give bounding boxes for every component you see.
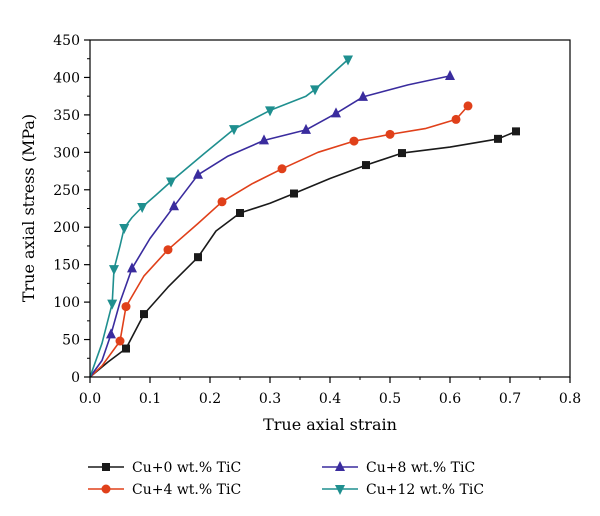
series-2-point: [163, 245, 173, 255]
legend-item: Cu+0 wt.% TiC: [88, 460, 241, 476]
legend-item: Cu+12 wt.% TiC: [322, 482, 484, 498]
plot-frame: [89, 39, 571, 378]
series-1-point: [494, 134, 502, 143]
series-4-point: [109, 265, 119, 276]
x-tick-label: 0.2: [199, 391, 221, 407]
series-2-point: [115, 336, 125, 346]
series-3-point: [331, 107, 341, 118]
series-3: [89, 69, 455, 378]
series-3-point: [106, 328, 116, 339]
axes-layer: 0.0 0.1 0.2 0.3 0.4 0.5 0.6 0.7 0.8 0 50 100 150 200 2…: [53, 33, 581, 407]
series-3-point: [445, 69, 455, 80]
series-layer: [89, 55, 520, 378]
series-2-point: [349, 136, 359, 146]
series-4-point: [166, 177, 176, 188]
y-tick-label: 400: [53, 70, 80, 86]
y-tick-label: 450: [53, 33, 80, 49]
series-2-point: [121, 302, 131, 312]
series-1-point: [194, 253, 202, 262]
series-1-point: [290, 189, 298, 198]
legend-marker: [102, 463, 110, 471]
series-3-point: [193, 168, 203, 179]
x-axis-title: True axial strain: [263, 415, 397, 434]
series-2-point: [451, 114, 461, 124]
y-tick-label: 350: [53, 108, 80, 124]
legend-label: Cu+4 wt.% TiC: [132, 482, 241, 498]
legend-label: Cu+8 wt.% TiC: [366, 460, 475, 476]
series-3-point: [127, 262, 137, 273]
series-3-point: [358, 90, 368, 101]
series-4-point: [343, 55, 353, 66]
x-tick-label: 0.6: [439, 391, 461, 407]
series-3-point: [259, 134, 269, 145]
series-2: [89, 101, 473, 378]
legend-label: Cu+0 wt.% TiC: [132, 460, 241, 476]
x-tick-label: 0.5: [379, 391, 401, 407]
series-2-point: [385, 129, 395, 139]
series-4-point: [119, 223, 130, 234]
series-1-point: [362, 161, 370, 170]
y-tick-label: 150: [53, 258, 80, 274]
series-2-point: [217, 197, 227, 207]
x-tick-label: 0.3: [259, 391, 281, 407]
legend-marker: [335, 485, 345, 495]
legend-item: Cu+4 wt.% TiC: [88, 482, 241, 498]
x-tick-label: 0.4: [319, 391, 341, 407]
series-2-line: [89, 105, 469, 378]
series-3-line: [89, 75, 451, 378]
legend: Cu+0 wt.% TiC Cu+4 wt.% TiC Cu+8 wt.% TiC C…: [88, 460, 484, 498]
series-1-point: [140, 310, 148, 319]
legend-marker: [335, 461, 345, 471]
x-tick-label: 0.0: [79, 391, 101, 407]
series-1-point: [398, 149, 406, 158]
y-tick-label: 300: [53, 145, 80, 161]
series-4-line: [89, 58, 349, 378]
series-1-line: [89, 130, 517, 378]
y-axis-title: True axial stress (MPa): [19, 114, 38, 302]
x-tick-label: 0.8: [559, 391, 581, 407]
series-4-point: [310, 85, 320, 96]
series-1: [89, 127, 520, 378]
series-3-point: [169, 200, 179, 211]
x-tick-label: 0.1: [139, 391, 161, 407]
series-1-point: [512, 127, 520, 136]
legend-item: Cu+8 wt.% TiC: [322, 460, 475, 476]
y-tick-label: 250: [53, 183, 80, 199]
series-4-point: [229, 125, 239, 136]
series-1-point: [236, 208, 244, 217]
legend-marker: [101, 484, 111, 494]
y-tick-label: 100: [53, 295, 80, 311]
legend-label: Cu+12 wt.% TiC: [366, 482, 484, 498]
series-1-point: [122, 344, 130, 353]
series-4-point: [265, 106, 275, 117]
series-2-point: [277, 164, 287, 174]
y-tick-label: 200: [53, 220, 80, 236]
series-2-point: [463, 101, 473, 111]
series-4: [89, 55, 353, 378]
y-tick-label: 50: [62, 333, 80, 349]
series-4-point: [107, 299, 118, 310]
y-tick-label: 0: [71, 370, 80, 386]
series-3-point: [301, 123, 311, 134]
x-tick-label: 0.7: [499, 391, 521, 407]
series-4-point: [137, 203, 148, 214]
